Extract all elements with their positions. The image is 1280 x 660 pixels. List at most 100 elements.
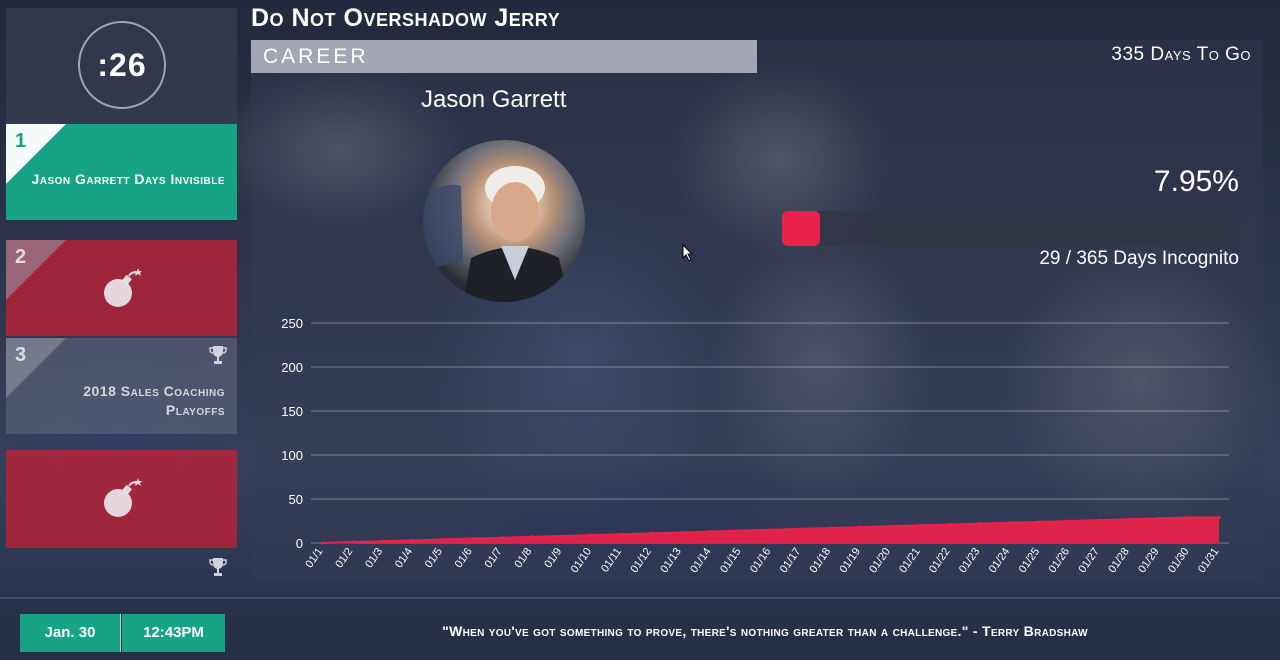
- y-tick-label: 0: [296, 536, 303, 551]
- leaderboard-sidebar: :26 1 Jason Garrett Days Invisible 2 3 2…: [6, 8, 237, 580]
- data-point: [1187, 515, 1191, 520]
- avatar: [423, 140, 585, 302]
- y-tick-label: 100: [281, 448, 303, 463]
- x-tick-label: 01/31: [1196, 546, 1222, 575]
- y-tick-label: 250: [281, 316, 303, 331]
- x-tick-label: 01/25: [1017, 546, 1043, 575]
- leaderboard-card-4[interactable]: [6, 450, 237, 548]
- x-tick-label: 01/17: [778, 546, 804, 575]
- data-point: [381, 539, 385, 543]
- x-tick-label: 01/12: [628, 546, 654, 575]
- data-point: [649, 531, 654, 535]
- x-tick-label: 01/26: [1047, 546, 1073, 575]
- data-point: [530, 535, 534, 539]
- y-tick-label: 50: [289, 492, 303, 507]
- mouse-cursor-icon: [682, 244, 694, 262]
- x-tick-label: 01/4: [393, 546, 415, 570]
- data-point: [351, 540, 355, 544]
- data-point: [918, 523, 922, 527]
- avatar-portrait: [423, 166, 569, 302]
- x-tick-label: 01/20: [867, 546, 893, 575]
- rank-label: Jason Garrett Days Invisible: [31, 171, 225, 187]
- rank-label: 2018 Sales Coaching Playoffs: [83, 383, 225, 418]
- tab-career[interactable]: CAREER: [251, 40, 757, 73]
- x-tick-label: 01/29: [1136, 546, 1162, 575]
- trophy-icon: [209, 346, 227, 364]
- x-tick-label: 01/2: [333, 546, 355, 570]
- leaderboard-card-2[interactable]: 2: [6, 240, 237, 336]
- data-point: [829, 526, 833, 530]
- rank-corner: [6, 338, 66, 398]
- countdown-timer: :26: [78, 21, 166, 109]
- x-tick-label: 01/8: [512, 546, 534, 570]
- data-point: [1068, 519, 1072, 523]
- data-point: [679, 530, 683, 535]
- data-point: [888, 524, 893, 528]
- data-point: [769, 528, 773, 532]
- y-tick-label: 200: [281, 360, 303, 375]
- data-point: [1127, 517, 1131, 521]
- rank-corner: [6, 124, 66, 184]
- data-point: [948, 522, 952, 527]
- x-tick-label: 01/3: [363, 546, 385, 570]
- timer-panel: :26: [6, 8, 237, 124]
- x-tick-label: 01/19: [837, 546, 863, 575]
- progress-bar: [782, 211, 1241, 246]
- leaderboard-card-1[interactable]: 1 Jason Garrett Days Invisible: [6, 124, 237, 220]
- progress-percent: 7.95%: [1153, 165, 1239, 198]
- x-tick-label: 01/14: [688, 546, 714, 575]
- progress-bar-fill: [782, 211, 820, 246]
- data-point: [1217, 515, 1221, 520]
- data-point: [978, 522, 982, 526]
- days-chart: 0 50 100 150 200 250 01/1 01/2 01/3 01/4 01/5 01/6 0…: [281, 316, 1229, 575]
- x-tick-label: 01/16: [748, 546, 774, 575]
- data-point: [1097, 518, 1102, 522]
- data-point: [440, 537, 445, 542]
- x-tick-label: 01/11: [599, 546, 624, 575]
- x-tick-label: 01/24: [987, 546, 1013, 575]
- current-time: 12:43PM: [122, 614, 225, 652]
- days-to-go: 335 Days To Go: [1111, 44, 1251, 65]
- current-date: Jan. 30: [20, 614, 121, 652]
- x-tick-label: 01/27: [1076, 546, 1102, 575]
- x-tick-label: 01/18: [808, 546, 834, 575]
- data-point: [859, 525, 863, 529]
- x-tick-label: 01/6: [453, 546, 475, 570]
- trophy-icon: [209, 558, 227, 576]
- data-point: [1157, 516, 1161, 520]
- data-point: [739, 529, 743, 533]
- data-point: [620, 532, 624, 536]
- data-point: [500, 536, 504, 540]
- rank-corner: [6, 240, 66, 300]
- rank-number: 2: [15, 246, 27, 268]
- x-tick-label: 01/30: [1166, 546, 1192, 575]
- days-incognito-count: 29 / 365 Days Incognito: [1039, 248, 1239, 269]
- data-point: [560, 534, 564, 538]
- x-tick-label: 01/15: [718, 546, 744, 575]
- career-panel: CAREER 335 Days To Go Jason Garrett 7.95…: [251, 40, 1263, 580]
- bomb-icon: [104, 478, 142, 517]
- rank-number: 1: [15, 130, 27, 152]
- data-point: [1008, 521, 1012, 525]
- y-tick-label: 150: [281, 404, 303, 419]
- x-tick-label: 01/22: [927, 546, 953, 575]
- data-point: [321, 541, 325, 545]
- x-tick-label: 01/28: [1106, 546, 1132, 575]
- footer-bar: Jan. 30 12:43PM "When you've got somethi…: [0, 597, 1280, 660]
- data-point: [709, 529, 713, 534]
- x-tick-label: 01/23: [957, 546, 983, 575]
- data-point: [411, 538, 415, 542]
- person-name: Jason Garrett: [421, 86, 567, 113]
- x-tick-label: 01/13: [658, 546, 684, 575]
- leaderboard-card-3[interactable]: 3 2018 Sales Coaching Playoffs: [6, 338, 237, 434]
- x-tick-label: 01/5: [423, 546, 445, 570]
- rank-number: 3: [15, 344, 27, 366]
- x-tick-label: 01/7: [483, 546, 505, 570]
- x-tick-label: 01/10: [569, 546, 595, 575]
- x-tick-label: 01/1: [303, 546, 325, 570]
- x-tick-label: 01/21: [897, 546, 923, 575]
- motivational-quote: "When you've got something to prove, the…: [442, 623, 1088, 639]
- data-point: [470, 537, 474, 541]
- page-title: Do Not Overshadow Jerry: [251, 4, 561, 32]
- data-point: [590, 533, 594, 537]
